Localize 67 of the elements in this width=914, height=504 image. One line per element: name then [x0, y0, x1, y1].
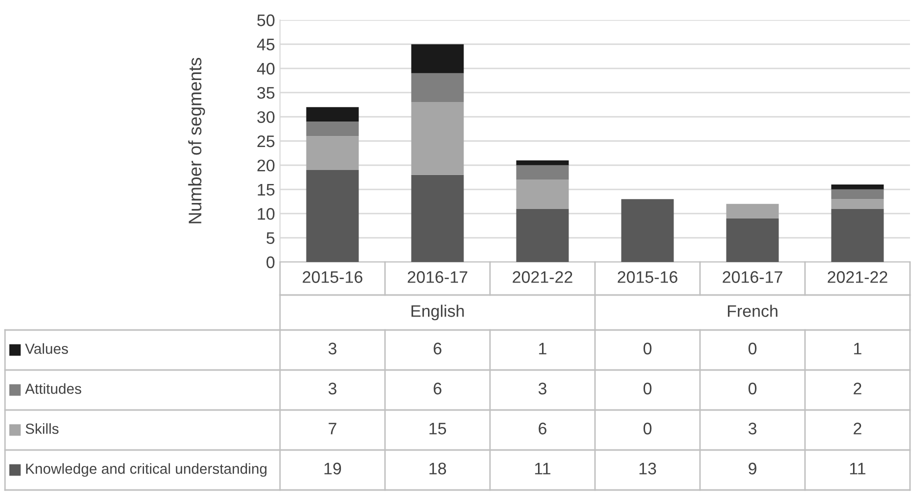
bar	[831, 184, 884, 190]
y-tick-label: 0	[266, 256, 274, 268]
bar	[831, 208, 884, 262]
bar	[411, 102, 464, 175]
legend-label: Knowledge and critical understanding	[26, 463, 266, 477]
data-label: 7	[328, 422, 336, 434]
bar	[726, 204, 779, 218]
bar	[831, 199, 884, 209]
y-tick-label: 20	[257, 160, 274, 172]
bar	[516, 208, 569, 262]
bar	[306, 136, 359, 170]
data-label: 3	[748, 422, 756, 434]
y-tick-label: 25	[257, 135, 274, 148]
data-label: 19	[324, 462, 341, 474]
y-tick-label: 45	[256, 38, 274, 50]
bar	[411, 73, 464, 102]
y-tick-label: 50	[257, 14, 274, 26]
data-label: 2	[854, 382, 862, 394]
y-tick-label: 5	[266, 232, 274, 244]
bar	[831, 189, 884, 200]
data-label: 6	[434, 342, 442, 354]
x-tick-label: 2021-22	[512, 271, 572, 283]
data-label: 0	[644, 422, 652, 434]
x-tick-label: 2015-16	[302, 271, 362, 283]
x-tick-label: 2021-22	[828, 271, 888, 283]
data-label: 2	[854, 422, 862, 434]
bar	[411, 44, 464, 74]
y-axis-title: Number of segments	[188, 58, 205, 224]
legend-label: Skills	[26, 423, 59, 434]
bar	[726, 218, 779, 262]
bar	[621, 199, 674, 262]
x-tick-label: 2015-16	[618, 271, 678, 283]
data-label: 13	[640, 462, 656, 474]
data-label: 0	[748, 382, 756, 394]
data-label: 6	[538, 422, 546, 434]
x-tick-label: 2016-17	[722, 271, 782, 283]
data-label: 11	[850, 462, 866, 474]
bar	[516, 180, 569, 209]
y-tick-label: 10	[258, 208, 274, 220]
y-tick-label: 15	[258, 184, 274, 196]
data-label: 0	[644, 342, 652, 354]
y-tick-label: 40	[256, 62, 274, 75]
bar	[516, 160, 569, 166]
data-label: 0	[748, 342, 756, 354]
data-label: 9	[748, 462, 756, 474]
data-label: 6	[434, 382, 442, 394]
legend-label: Values	[25, 343, 68, 354]
y-tick-label: 35	[257, 87, 274, 99]
data-label: 11	[535, 462, 550, 474]
bar	[306, 122, 359, 136]
y-tick-label: 30	[257, 111, 274, 124]
bar	[306, 170, 359, 262]
data-label: 15	[430, 422, 446, 434]
data-label: 0	[644, 382, 652, 394]
bar	[516, 165, 569, 180]
data-label: 3	[328, 342, 336, 354]
data-label: 1	[854, 342, 862, 354]
data-label: 1	[539, 342, 546, 354]
text: English	[412, 304, 464, 320]
data-label: 3	[538, 382, 546, 394]
x-tick-label: 2016-17	[408, 271, 468, 283]
text: French	[728, 304, 778, 317]
data-label: 18	[430, 462, 446, 474]
data-label: 3	[328, 382, 336, 394]
bar	[411, 174, 464, 262]
bar	[306, 107, 359, 122]
legend-label: Attitudes	[25, 383, 82, 394]
